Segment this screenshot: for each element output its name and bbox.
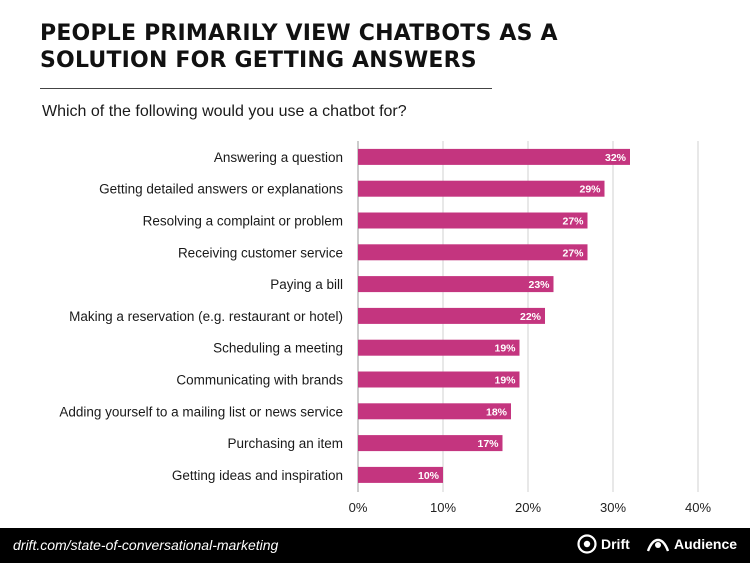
bar: [358, 371, 520, 388]
category-label: Answering a question: [214, 150, 343, 165]
bar: [358, 276, 554, 293]
bars: 32% 29% 27% 27% 23% 22% 19% 19% 18% 17% 10%: [358, 148, 630, 483]
bar: [358, 148, 630, 165]
bar-value-label: 18%: [486, 406, 508, 418]
bar-value-label: 22%: [520, 311, 542, 323]
bar: [358, 466, 443, 483]
audience-brand: Audience: [646, 534, 737, 554]
category-label: Paying a bill: [270, 277, 343, 292]
chart-title-line-2: SOLUTION FOR GETTING ANSWERS: [40, 48, 477, 73]
bar-value-label: 27%: [562, 247, 584, 259]
category-label: Getting ideas and inspiration: [172, 468, 343, 483]
category-label: Resolving a complaint or problem: [143, 214, 343, 229]
bar-chart: 32% 29% 27% 27% 23% 22% 19% 19% 18% 17% 10% Answer…: [59, 141, 712, 515]
bar: [358, 307, 545, 324]
x-tick-label: 10%: [430, 500, 456, 515]
bar-value-label: 29%: [579, 184, 601, 196]
x-tick-label: 30%: [600, 500, 626, 515]
x-tick-label: 40%: [685, 500, 711, 515]
bar-value-label: 19%: [494, 375, 516, 387]
category-label: Scheduling a meeting: [213, 341, 343, 356]
chart-title: PEOPLE PRIMARILY VIEW CHATBOTS AS A SOLU…: [40, 20, 600, 74]
category-label: Getting detailed answers or explanations: [99, 182, 343, 197]
bar: [358, 435, 503, 452]
bar-value-label: 32%: [605, 152, 627, 164]
category-label: Adding yourself to a mailing list or new…: [59, 404, 343, 419]
category-label: Receiving customer service: [178, 245, 343, 260]
bar-value-label: 10%: [418, 470, 440, 482]
footer-bar: drift.com/state-of-conversational-market…: [0, 528, 750, 563]
bar-value-label: 19%: [494, 343, 516, 355]
category-label: Making a reservation (e.g. restaurant or…: [69, 309, 343, 324]
x-tick-label: 20%: [515, 500, 541, 515]
bar-value-label: 17%: [477, 438, 499, 450]
category-labels: Answering a question Getting detailed ans…: [59, 150, 343, 483]
bar: [358, 339, 520, 356]
x-tick-label: 0%: [349, 500, 368, 515]
bar: [358, 212, 588, 229]
drift-brand-label: Drift: [601, 536, 630, 552]
bar: [358, 244, 588, 261]
drift-brand: Drift: [577, 534, 630, 554]
x-axis-ticks: 0% 10% 20% 30% 40%: [349, 500, 712, 515]
bar-value-label: 27%: [562, 216, 584, 228]
bar: [358, 403, 511, 420]
bar-value-label: 23%: [528, 279, 550, 291]
category-label: Communicating with brands: [176, 373, 343, 388]
footer-url[interactable]: drift.com/state-of-conversational-market…: [13, 537, 279, 553]
audience-brand-label: Audience: [674, 536, 738, 552]
title-divider: [40, 88, 492, 89]
category-label: Purchasing an item: [227, 436, 343, 451]
audience-logo-icon: [646, 538, 670, 552]
chart-title-line-1: PEOPLE PRIMARILY VIEW CHATBOTS AS A: [40, 21, 558, 46]
drift-logo-icon: [577, 534, 597, 554]
bar: [358, 180, 605, 197]
chart-subtitle: Which of the following would you use a c…: [42, 103, 407, 120]
